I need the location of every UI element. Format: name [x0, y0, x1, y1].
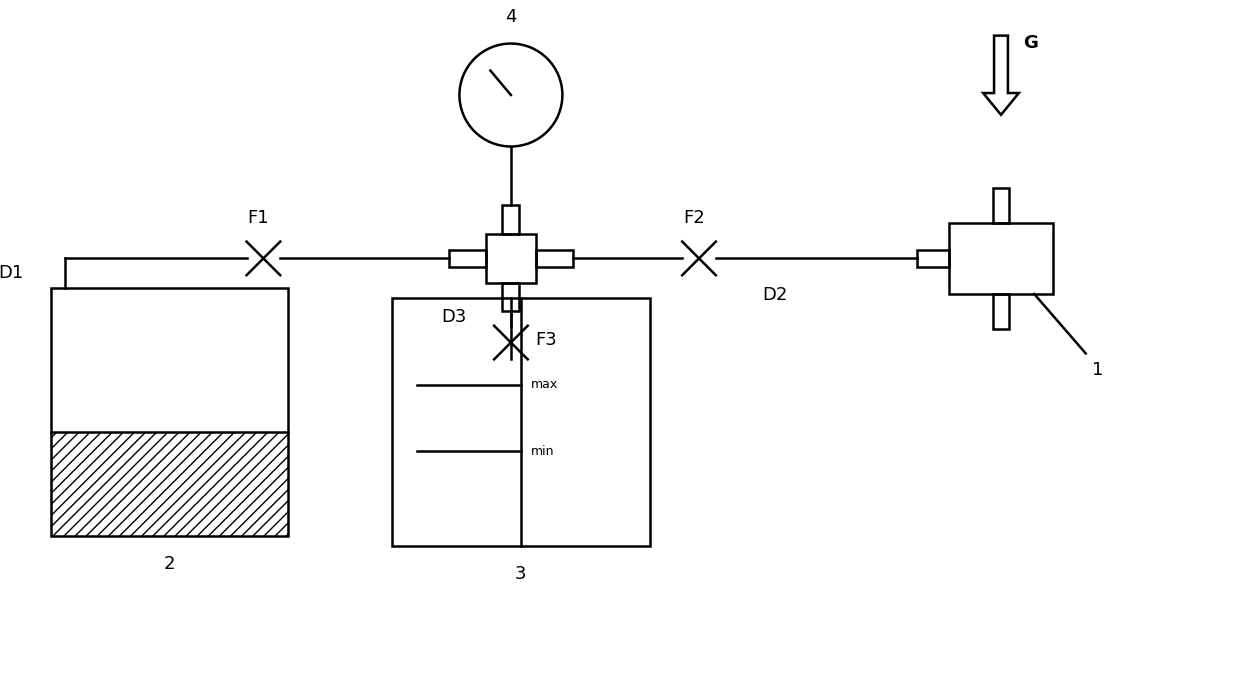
- Text: F1: F1: [248, 209, 269, 227]
- Bar: [51, 288, 288, 536]
- Text: F2: F2: [683, 209, 706, 227]
- Text: min: min: [531, 445, 554, 458]
- Text: 4: 4: [505, 8, 517, 25]
- Bar: [486, 234, 536, 283]
- Text: G: G: [1023, 34, 1038, 52]
- Text: max: max: [531, 378, 558, 391]
- Bar: [51, 431, 288, 536]
- Bar: [949, 223, 1053, 294]
- Bar: [502, 205, 520, 234]
- Bar: [392, 298, 650, 545]
- Bar: [536, 250, 573, 267]
- Text: D1: D1: [0, 264, 24, 282]
- Bar: [918, 250, 949, 267]
- Text: 3: 3: [515, 565, 527, 583]
- Text: D2: D2: [763, 286, 787, 304]
- Text: 1: 1: [1091, 361, 1104, 379]
- Bar: [449, 250, 486, 267]
- Bar: [502, 283, 520, 311]
- Bar: [992, 188, 1009, 223]
- Text: D3: D3: [441, 308, 466, 326]
- Text: F3: F3: [536, 330, 558, 348]
- Bar: [992, 294, 1009, 329]
- Text: 2: 2: [164, 555, 175, 574]
